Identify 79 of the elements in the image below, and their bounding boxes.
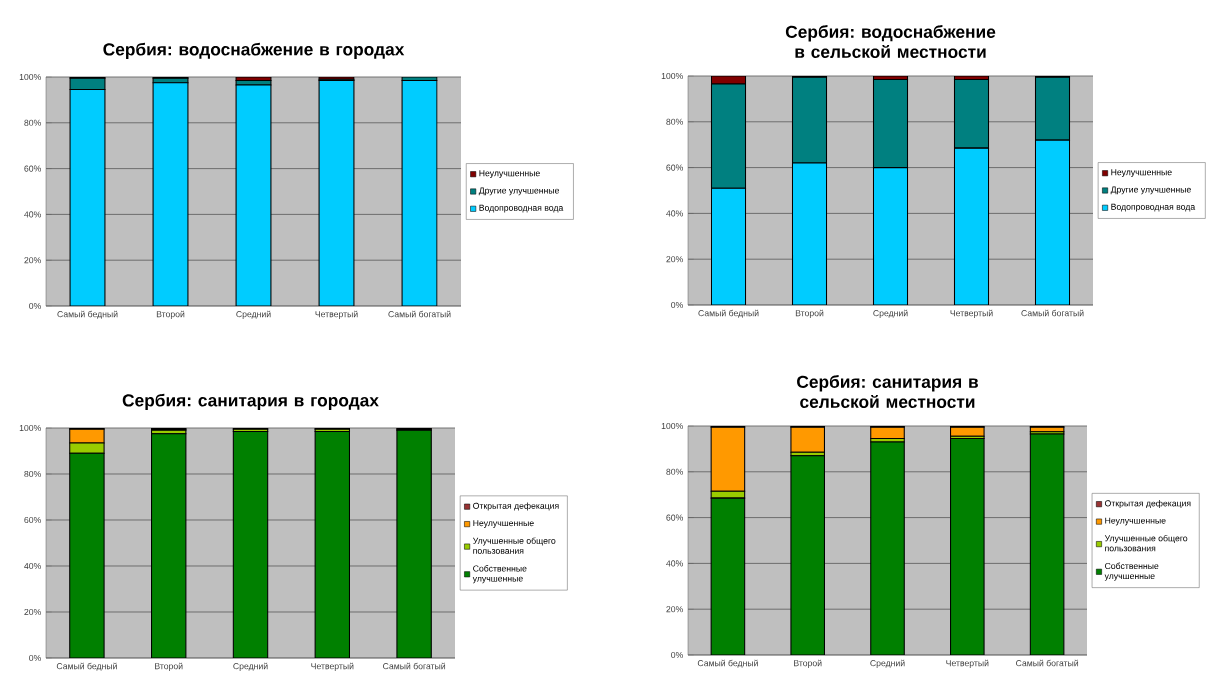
legend-label: Открытая дефекация	[1105, 500, 1191, 509]
chart-title: Сербия: санитария в городах	[122, 393, 379, 410]
y-tick-label: 40%	[666, 210, 683, 217]
x-tick-label: Четвертый	[950, 309, 993, 318]
x-tick-label: Второй	[795, 309, 824, 318]
x-tick-label: Второй	[794, 659, 822, 668]
chart-title: Сербия: водоснабжение в городах	[103, 42, 405, 59]
y-tick-label: 20%	[666, 256, 683, 263]
bar	[1029, 433, 1065, 655]
chart-title: Сербия: санитария в сельской местности	[797, 375, 978, 408]
y-tick-label: 100%	[19, 424, 41, 432]
x-tick-label: Самый богатый	[1016, 659, 1079, 667]
x-tick-label: Средний	[233, 662, 268, 671]
x-tick-label: Второй	[155, 662, 183, 671]
y-tick-label: 100%	[661, 422, 683, 430]
bar	[150, 433, 187, 658]
y-tick-label: 80%	[666, 468, 683, 475]
y-tick-label: 40%	[24, 211, 41, 218]
y-tick-label: 0%	[29, 302, 41, 310]
bar	[396, 429, 432, 658]
bar	[401, 79, 438, 306]
legend-label: Другие улучшенные	[478, 187, 559, 196]
bar	[69, 89, 106, 306]
x-tick-label: Четвертый	[946, 659, 989, 668]
y-tick-label: 100%	[19, 73, 41, 81]
x-tick-label: Второй	[156, 310, 185, 319]
x-tick-label: Самый бедный	[56, 662, 117, 671]
bar	[710, 426, 746, 492]
y-tick-label: 100%	[661, 72, 683, 80]
bar	[790, 426, 825, 453]
legend-label: Собственные улучшенные	[1104, 562, 1159, 581]
bar	[950, 438, 985, 655]
bar	[870, 441, 905, 655]
y-tick-label: 80%	[24, 119, 41, 126]
legend-label: Неулучшенные	[479, 170, 540, 178]
x-tick-label: Четвертый	[315, 310, 358, 319]
bar	[318, 79, 355, 306]
legend-label: Водопроводная вода	[479, 204, 564, 213]
y-tick-label: 20%	[24, 257, 41, 264]
bar	[69, 452, 105, 658]
y-tick-label: 40%	[24, 562, 41, 570]
x-tick-label: Четвертый	[311, 662, 354, 671]
bar	[790, 455, 825, 655]
legend-label: Водопроводная вода	[1111, 203, 1196, 212]
bar	[235, 84, 272, 306]
x-tick-label: Самый бедный	[698, 309, 759, 318]
x-tick-label: Средний	[236, 310, 271, 319]
legend-label: Неулучшенные	[1111, 169, 1172, 177]
x-tick-label: Самый бедный	[697, 659, 758, 668]
legend-label: Другие улучшенные	[1110, 186, 1191, 195]
y-tick-label: 40%	[666, 560, 683, 567]
legend-label: Неулучшенные	[473, 520, 534, 528]
bar	[152, 82, 189, 306]
y-tick-label: 20%	[24, 608, 41, 616]
legend-label: Неулучшенные	[1105, 517, 1166, 526]
y-tick-label: 20%	[666, 606, 683, 613]
y-tick-label: 60%	[24, 165, 41, 172]
x-tick-label: Самый бедный	[57, 310, 118, 319]
bar	[710, 497, 746, 655]
y-tick-label: 60%	[666, 164, 683, 171]
bar	[232, 430, 269, 658]
y-tick-label: 0%	[671, 301, 683, 309]
y-tick-label: 80%	[666, 118, 683, 125]
legend-label: Улучшенные общего пользования	[1104, 534, 1188, 552]
chart-title: Сербия: водоснабжение в сельской местности	[785, 25, 996, 58]
x-tick-label: Самый богатый	[388, 310, 451, 318]
x-tick-label: Средний	[873, 309, 908, 318]
legend-label: Открытая дефекация	[473, 502, 559, 511]
legend-label: Улучшенные общего пользования	[472, 537, 556, 554]
bar	[314, 430, 351, 658]
x-tick-label: Самый богатый	[383, 662, 446, 670]
y-tick-label: 60%	[666, 514, 683, 521]
x-tick-label: Самый богатый	[1021, 309, 1084, 317]
y-tick-label: 0%	[671, 651, 683, 659]
y-tick-label: 0%	[29, 654, 41, 662]
y-tick-label: 60%	[24, 516, 41, 524]
legend-label: Собственные улучшенные	[472, 565, 527, 584]
x-tick-label: Средний	[870, 659, 905, 668]
y-tick-label: 80%	[24, 470, 41, 478]
